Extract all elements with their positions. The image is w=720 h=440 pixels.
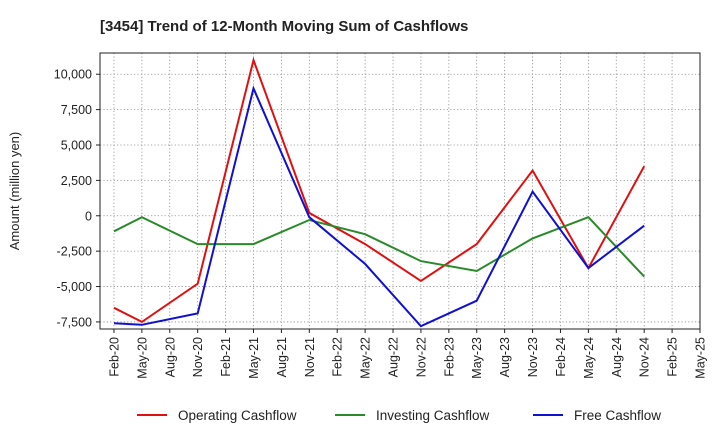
- x-tick-label: Aug-21: [275, 337, 289, 377]
- x-tick-label: Feb-24: [554, 337, 568, 377]
- x-tick-label: May-22: [359, 337, 373, 379]
- y-tick-label: -2,500: [57, 245, 92, 259]
- y-tick-label: 10,000: [54, 68, 92, 82]
- series-line-operating-cashflow: [113, 56, 646, 324]
- x-tick-label: Aug-22: [387, 337, 401, 377]
- y-tick-label: 5,000: [61, 139, 92, 153]
- legend: Operating Cashflow Investing Cashflow Free…: [137, 408, 661, 423]
- plot-frame: [99, 52, 701, 330]
- x-tick-label: May-25: [694, 337, 708, 379]
- x-tick-label: Feb-20: [107, 337, 121, 377]
- x-tick-label: Nov-20: [191, 337, 205, 377]
- x-tick-label: Aug-20: [163, 337, 177, 377]
- y-axis-ticks: -7,500 -5,000 -2,500 0 2,500 5,000 7,500 10,000: [54, 68, 100, 329]
- legend-label-investing-cashflow: Investing Cashflow: [376, 408, 490, 423]
- legend-label-free-cashflow: Free Cashflow: [574, 408, 661, 423]
- x-tick-label: Nov-22: [414, 337, 428, 377]
- y-tick-label: -5,000: [57, 280, 92, 294]
- x-tick-label: Feb-21: [219, 337, 233, 377]
- x-tick-label: May-20: [135, 337, 149, 379]
- y-tick-label: 2,500: [61, 174, 92, 188]
- x-tick-label: Aug-23: [498, 337, 512, 377]
- series-line-free-cashflow: [113, 85, 645, 328]
- x-tick-label: May-24: [582, 337, 596, 379]
- x-tick-label: May-21: [247, 337, 261, 379]
- x-tick-label: May-23: [470, 337, 484, 379]
- series-line-investing-cashflow: [113, 216, 645, 278]
- x-tick-label: Aug-24: [610, 337, 624, 377]
- y-axis-label: Amount (million yen): [7, 132, 22, 251]
- x-tick-label: Feb-25: [666, 337, 680, 377]
- series-lines: [113, 56, 646, 328]
- x-tick-label: Nov-23: [526, 337, 540, 377]
- x-tick-label: Nov-21: [303, 337, 317, 377]
- legend-label-operating-cashflow: Operating Cashflow: [178, 408, 297, 423]
- y-tick-label: -7,500: [57, 315, 92, 329]
- x-tick-label: Nov-24: [638, 337, 652, 377]
- x-axis-ticks: Feb-20 May-20 Aug-20 Nov-20 Feb-21 May-21 Aug-…: [107, 329, 708, 379]
- x-tick-label: Feb-22: [331, 337, 345, 377]
- y-tick-label: 0: [85, 209, 92, 223]
- chart-title: [3454] Trend of 12-Month Moving Sum of C…: [100, 18, 468, 35]
- grid: [100, 53, 701, 329]
- x-tick-label: Feb-23: [442, 337, 456, 377]
- y-tick-label: 7,500: [61, 103, 92, 117]
